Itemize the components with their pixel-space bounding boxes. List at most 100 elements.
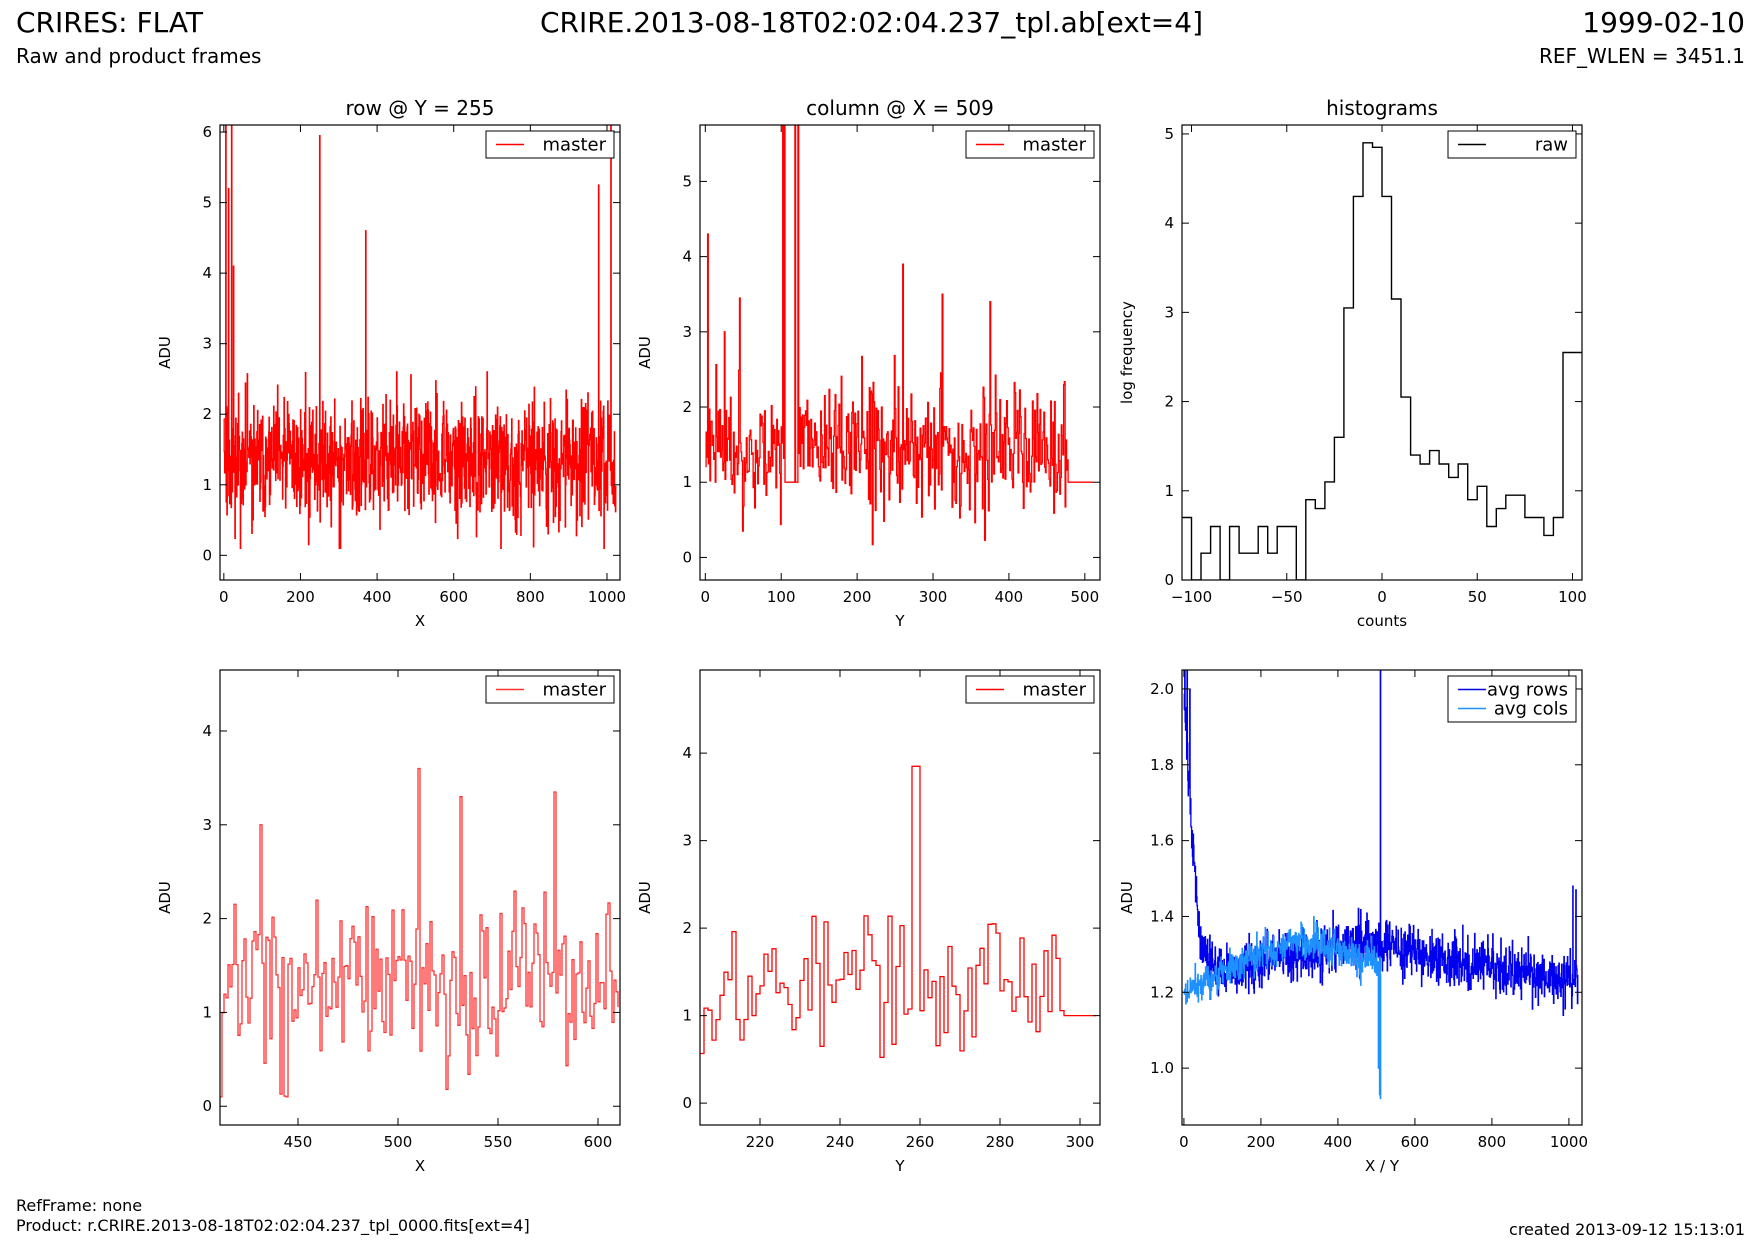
product-label: Product: r.CRIRE.2013-08-18T02:02:04.237…: [16, 1216, 530, 1235]
y-tick-label-p6-4: 1.8: [1150, 756, 1174, 774]
chart-p2: 0 100 200 300 400 500 0 1 2 3 4 5 column @ X = 509 Y A…: [636, 96, 1101, 630]
report-title: CRIRES: FLAT: [16, 6, 203, 39]
chart-title-p1: row @ Y = 255: [346, 96, 495, 120]
y-tick-label-p6-5: 2.0: [1150, 680, 1174, 698]
x-tick-label-p1-5: 1000: [588, 588, 626, 606]
x-tick-label-p1-1: 200: [286, 588, 315, 606]
plot-frame-p6: [1181, 669, 1583, 1126]
x-tick-label-p5-0: 220: [746, 1133, 775, 1151]
report-subtitle: Raw and product frames: [16, 44, 262, 68]
y-tick-label-p6-0: 1.0: [1150, 1059, 1174, 1077]
y-tick-label-p2-5: 5: [682, 172, 692, 190]
y-tick-label-p4-2: 2: [202, 910, 212, 928]
y-axis-label-p4: ADU: [156, 881, 174, 914]
legend-p2: master: [965, 130, 1095, 159]
chart-p6: 0 200 400 600 800 1000 1.0 1.2 1.4 1.6 1.8 2.0 X / Y…: [1118, 669, 1588, 1175]
y-tick-label-p2-3: 3: [682, 323, 692, 341]
chart-p3: −100 −50 0 50 100 0 1 2 3 4 5 histograms counts log f…: [1118, 96, 1587, 630]
y-tick-label-p3-0: 0: [1164, 571, 1174, 589]
x-tick-label-p3-0: −100: [1171, 588, 1212, 606]
y-tick-label-p3-2: 2: [1164, 393, 1174, 411]
x-axis-label-p2: Y: [894, 612, 905, 630]
y-tick-label-p2-1: 1: [682, 473, 692, 491]
x-tick-label-p6-5: 1000: [1550, 1133, 1588, 1151]
y-tick-label-p5-2: 2: [682, 919, 692, 937]
legend-label-p6-0: avg rows: [1487, 680, 1568, 701]
x-tick-label-p4-3: 600: [584, 1133, 613, 1151]
y-tick-label-p3-5: 5: [1164, 125, 1174, 143]
y-tick-label-p5-3: 3: [682, 832, 692, 850]
plot-frame-p5: [699, 669, 1101, 1126]
x-tick-label-p1-0: 0: [219, 588, 229, 606]
x-tick-label-p5-3: 280: [986, 1133, 1015, 1151]
x-tick-label-p6-0: 0: [1179, 1133, 1189, 1151]
x-tick-label-p2-3: 300: [919, 588, 948, 606]
x-axis-label-p4: X: [415, 1157, 425, 1175]
y-tick-label-p3-4: 4: [1164, 214, 1174, 232]
x-axis-label-p3: counts: [1357, 612, 1407, 630]
y-tick-label-p4-3: 3: [202, 816, 212, 834]
y-tick-label-p4-1: 1: [202, 1003, 212, 1021]
x-tick-label-p1-4: 800: [516, 588, 545, 606]
chart-title-p2: column @ X = 509: [806, 96, 994, 120]
y-tick-label-p4-0: 0: [202, 1097, 212, 1115]
y-tick-label-p3-3: 3: [1164, 303, 1174, 321]
file-title: CRIRE.2013-08-18T02:02:04.237_tpl.ab[ext…: [540, 6, 1204, 39]
plot-frame-p2: [699, 124, 1101, 581]
x-tick-label-p5-4: 300: [1066, 1133, 1095, 1151]
legend-p3: raw: [1447, 130, 1577, 159]
legend-label-p4-0: master: [543, 680, 607, 701]
legend-p1: master: [485, 130, 615, 159]
series-line-p6-1: [1183, 916, 1382, 1100]
x-tick-label-p3-4: 100: [1558, 588, 1587, 606]
y-tick-label-p1-6: 6: [202, 123, 212, 141]
y-tick-label-p1-1: 1: [202, 476, 212, 494]
y-tick-label-p1-0: 0: [202, 546, 212, 564]
x-tick-label-p3-1: −50: [1271, 588, 1303, 606]
x-tick-label-p2-5: 500: [1070, 588, 1099, 606]
legend-label-p6-1: avg cols: [1494, 699, 1568, 720]
y-tick-label-p2-4: 4: [682, 248, 692, 266]
y-tick-label-p1-5: 5: [202, 194, 212, 212]
y-tick-label-p5-1: 1: [682, 1007, 692, 1025]
legend-label-p5-0: master: [1023, 680, 1087, 701]
series-line-p3-0: [1182, 142, 1582, 580]
series-line-p4-0: [220, 767, 619, 1098]
x-tick-label-p2-0: 0: [701, 588, 711, 606]
x-tick-label-p4-2: 550: [484, 1133, 513, 1151]
y-axis-label-p5: ADU: [636, 881, 654, 914]
y-tick-label-p4-4: 4: [202, 722, 212, 740]
chart-p1: 0 200 400 600 800 1000 0 1 2 3 4 5 6 row @ Y = 255 X AD…: [156, 96, 626, 630]
series-line-p6-0: [1183, 670, 1579, 1017]
plot-frame-p1: [219, 124, 621, 581]
date-title: 1999-02-10: [1582, 6, 1745, 39]
x-tick-label-p6-2: 400: [1324, 1133, 1353, 1151]
y-axis-label-p3: log frequency: [1118, 301, 1136, 404]
x-tick-label-p2-4: 400: [995, 588, 1024, 606]
x-tick-label-p1-3: 600: [439, 588, 468, 606]
y-tick-label-p1-2: 2: [202, 405, 212, 423]
refframe-label: RefFrame: none: [16, 1196, 143, 1215]
x-tick-label-p3-3: 50: [1468, 588, 1487, 606]
legend-p5: master: [965, 675, 1095, 704]
y-tick-label-p3-1: 1: [1164, 482, 1174, 500]
x-tick-label-p6-1: 200: [1247, 1133, 1276, 1151]
series-line-p5-0: [700, 765, 1096, 1059]
x-tick-label-p5-1: 240: [826, 1133, 855, 1151]
x-tick-label-p4-1: 500: [384, 1133, 413, 1151]
chart-title-p3: histograms: [1326, 96, 1438, 120]
y-axis-label-p6: ADU: [1118, 881, 1136, 914]
x-tick-label-p1-2: 400: [363, 588, 392, 606]
y-tick-label-p1-3: 3: [202, 335, 212, 353]
x-tick-label-p2-1: 100: [767, 588, 796, 606]
y-tick-label-p6-1: 1.2: [1150, 983, 1174, 1001]
chart-p5: 220 240 260 280 300 0 1 2 3 4 Y ADU master: [636, 669, 1101, 1175]
y-tick-label-p2-2: 2: [682, 398, 692, 416]
y-tick-label-p6-2: 1.4: [1150, 907, 1174, 925]
y-tick-label-p5-4: 4: [682, 744, 692, 762]
legend-label-p2-0: master: [1023, 135, 1087, 156]
created-label: created 2013-09-12 15:13:01: [1509, 1220, 1745, 1239]
series-line-p2-0: [705, 125, 1094, 546]
